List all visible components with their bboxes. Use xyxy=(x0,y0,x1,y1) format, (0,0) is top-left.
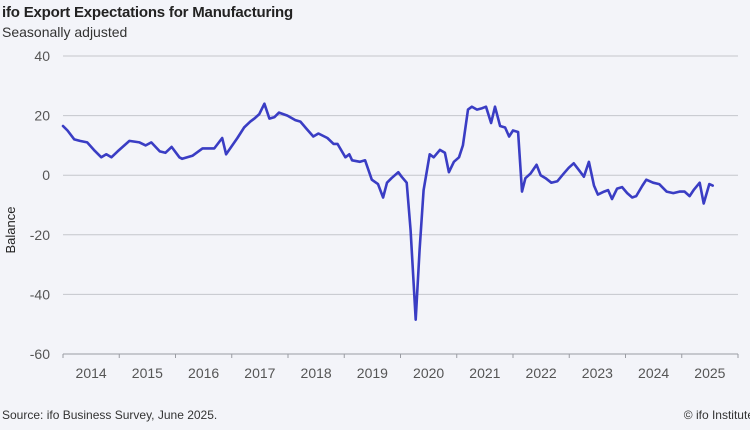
x-tick-label: 2014 xyxy=(76,365,107,381)
x-tick-label: 2017 xyxy=(244,365,275,381)
source-note: Source: ifo Business Survey, June 2025. xyxy=(2,408,218,422)
y-axis-ticks: 40 20 0 -20 -40 -60 xyxy=(30,48,50,362)
y-axis-title: Balance xyxy=(3,207,18,254)
y-tick-label: 20 xyxy=(34,108,50,124)
x-tick-label: 2015 xyxy=(132,365,163,381)
x-tick-label: 2021 xyxy=(469,365,500,381)
series-layer xyxy=(61,102,714,321)
y-tick-label: -60 xyxy=(30,346,50,362)
chart-subtitle: Seasonally adjusted xyxy=(2,24,128,40)
x-tick-label: 2016 xyxy=(188,365,219,381)
x-tick-label: 2019 xyxy=(357,365,388,381)
x-tick-label: 2018 xyxy=(301,365,332,381)
y-tick-label: -20 xyxy=(30,227,50,243)
y-tick-label: 0 xyxy=(42,167,50,183)
copyright-note: © ifo Institute xyxy=(683,408,750,422)
series-line xyxy=(61,102,714,321)
x-axis: 2014 2015 2016 2017 2018 2019 2020 2021 2022 2023… xyxy=(62,353,739,381)
chart-title: ifo Export Expectations for Manufacturin… xyxy=(2,4,293,21)
x-tick-label: 2025 xyxy=(694,365,725,381)
x-tick-label: 2020 xyxy=(413,365,444,381)
x-tick-label: 2023 xyxy=(582,365,613,381)
x-tick-label: 2022 xyxy=(526,365,557,381)
x-tick-label: 2024 xyxy=(638,365,669,381)
y-tick-label: -40 xyxy=(30,286,50,302)
y-tick-label: 40 xyxy=(34,48,50,64)
